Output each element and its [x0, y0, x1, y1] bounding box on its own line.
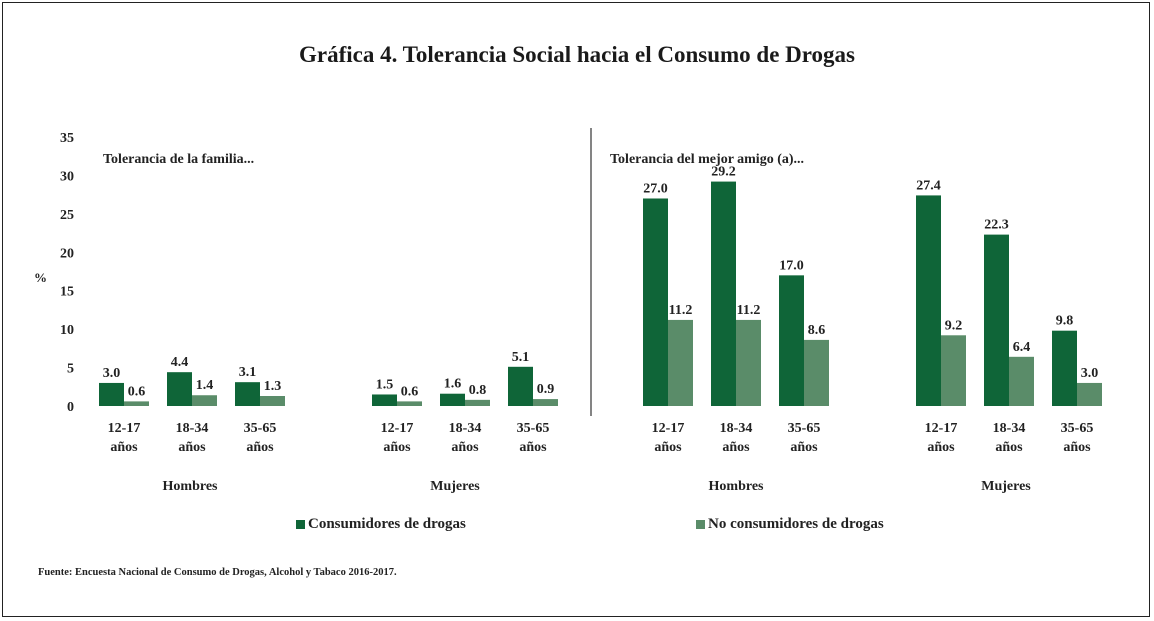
legend-label-no-consumidores: No consumidores de drogas: [708, 516, 884, 532]
x-tick-label: 18-34: [176, 421, 209, 436]
bar: [465, 399, 490, 406]
group-label: Mujeres: [430, 479, 480, 494]
x-tick-label: años: [995, 440, 1023, 455]
bar: [916, 195, 941, 406]
data-label: 1.3: [264, 379, 282, 394]
data-label: 1.5: [376, 377, 394, 392]
bar: [235, 382, 260, 406]
data-label: 3.0: [1081, 366, 1099, 381]
data-label: 27.4: [916, 178, 941, 193]
legend-label-consumidores: Consumidores de drogas: [308, 516, 466, 532]
y-tick-label: 0: [67, 400, 74, 415]
bar: [1009, 356, 1034, 406]
legend-swatch-consumidores: [296, 520, 305, 529]
x-tick-label: 12-17: [381, 421, 414, 436]
data-label: 4.4: [171, 355, 189, 370]
data-label: 0.6: [128, 384, 146, 399]
y-tick-label: 10: [60, 323, 74, 338]
x-tick-label: 35-65: [517, 421, 550, 436]
data-label: 27.0: [643, 181, 668, 196]
x-tick-label: 12-17: [108, 421, 141, 436]
y-tick-label: 30: [60, 169, 74, 184]
group-label: Mujeres: [981, 479, 1031, 494]
x-tick-label: años: [246, 440, 274, 455]
x-tick-label: 18-34: [720, 421, 753, 436]
bar: [779, 275, 804, 406]
bar: [643, 198, 668, 406]
bar: [668, 319, 693, 406]
x-tick-label: años: [110, 440, 138, 455]
bar: [1077, 382, 1102, 406]
bar: [533, 399, 558, 406]
chart-title: Gráfica 4. Tolerancia Social hacia el Co…: [298, 42, 856, 67]
bar: [372, 394, 397, 406]
x-tick-label: 12-17: [925, 421, 958, 436]
bar: [736, 319, 761, 406]
data-label: 1.6: [444, 377, 462, 392]
data-label: 3.0: [103, 366, 121, 381]
y-tick-label: 25: [60, 208, 74, 223]
bar: [984, 234, 1009, 406]
bar: [260, 396, 285, 406]
y-tick-label: 35: [60, 131, 74, 146]
x-tick-label: años: [1063, 440, 1091, 455]
x-tick-label: 12-17: [652, 421, 685, 436]
bar: [508, 366, 533, 406]
x-tick-label: años: [383, 440, 411, 455]
bar: [711, 181, 736, 406]
y-tick-label: 5: [67, 362, 74, 377]
data-label: 9.8: [1056, 314, 1074, 329]
bar: [167, 372, 192, 406]
bar: [99, 382, 124, 406]
bar: [1052, 330, 1077, 406]
data-label: 17.0: [779, 258, 804, 273]
data-label: 0.9: [537, 382, 555, 397]
bar: [804, 339, 829, 406]
x-tick-label: 35-65: [1061, 421, 1094, 436]
y-tick-label: 20: [60, 246, 74, 261]
x-tick-label: 35-65: [244, 421, 277, 436]
x-tick-label: años: [722, 440, 750, 455]
data-label: 11.2: [737, 303, 761, 318]
bar: [192, 395, 217, 406]
data-label: 0.6: [401, 384, 419, 399]
group-label: Hombres: [709, 479, 765, 494]
data-label: 11.2: [669, 303, 693, 318]
bar: [440, 393, 465, 406]
group-label: Hombres: [163, 479, 219, 494]
data-label: 1.4: [196, 378, 214, 393]
x-tick-label: años: [178, 440, 206, 455]
x-tick-label: años: [790, 440, 818, 455]
bar: [397, 401, 422, 406]
data-label: 29.2: [711, 165, 736, 180]
x-tick-label: 18-34: [993, 421, 1026, 436]
data-label: 8.6: [808, 323, 826, 338]
legend-item-no-consumidores: No consumidores de drogas: [696, 516, 884, 533]
x-tick-label: años: [927, 440, 955, 455]
y-axis-label: %: [34, 270, 47, 285]
x-tick-label: años: [654, 440, 682, 455]
x-tick-label: 35-65: [788, 421, 821, 436]
data-label: 5.1: [512, 350, 530, 365]
bar: [941, 335, 966, 406]
data-label: 9.2: [945, 318, 963, 333]
data-label: 22.3: [984, 218, 1009, 233]
source-note: Fuente: Encuesta Nacional de Consumo de …: [38, 567, 397, 578]
data-label: 3.1: [239, 365, 257, 380]
data-label: 0.8: [469, 383, 487, 398]
x-tick-label: años: [519, 440, 547, 455]
data-label: 6.4: [1013, 340, 1031, 355]
legend-swatch-no-consumidores: [696, 520, 705, 529]
bar: [124, 401, 149, 406]
panel-title: Tolerancia del mejor amigo (a)...: [610, 152, 804, 167]
x-tick-label: años: [451, 440, 479, 455]
y-tick-label: 15: [60, 285, 74, 300]
panel-title: Tolerancia de la familia...: [103, 152, 254, 167]
x-tick-label: 18-34: [449, 421, 482, 436]
legend-item-consumidores: Consumidores de drogas: [296, 516, 466, 533]
